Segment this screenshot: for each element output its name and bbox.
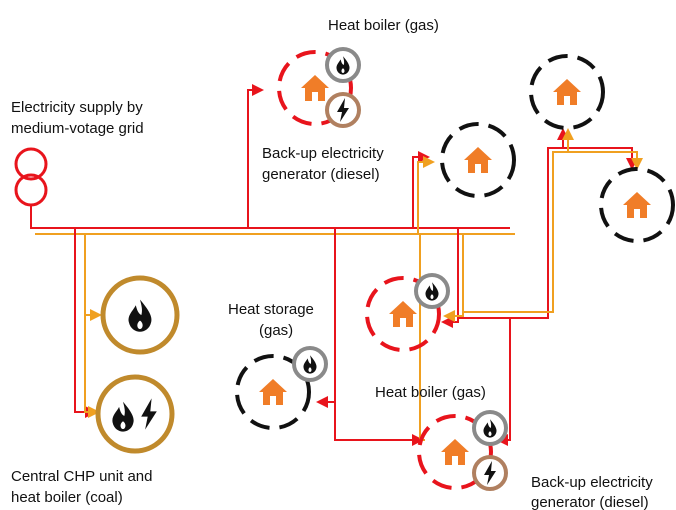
labels: Heat boiler (gas) Electricity supply by …	[11, 17, 653, 510]
label: Electricity supply by	[11, 99, 143, 116]
label: generator (diesel)	[262, 166, 380, 183]
label: Back-up electricity	[531, 474, 653, 491]
label: Central CHP unit and	[11, 468, 152, 485]
label: Heat boiler (gas)	[375, 384, 486, 401]
label: (gas)	[259, 322, 293, 339]
label: medium-votage grid	[11, 120, 144, 137]
label: heat boiler (coal)	[11, 489, 123, 506]
label: Back-up electricity	[262, 145, 384, 162]
label: Heat boiler (gas)	[328, 17, 439, 34]
label: Heat storage	[228, 301, 314, 318]
consumers	[95, 47, 675, 491]
label: generator (diesel)	[531, 494, 649, 510]
